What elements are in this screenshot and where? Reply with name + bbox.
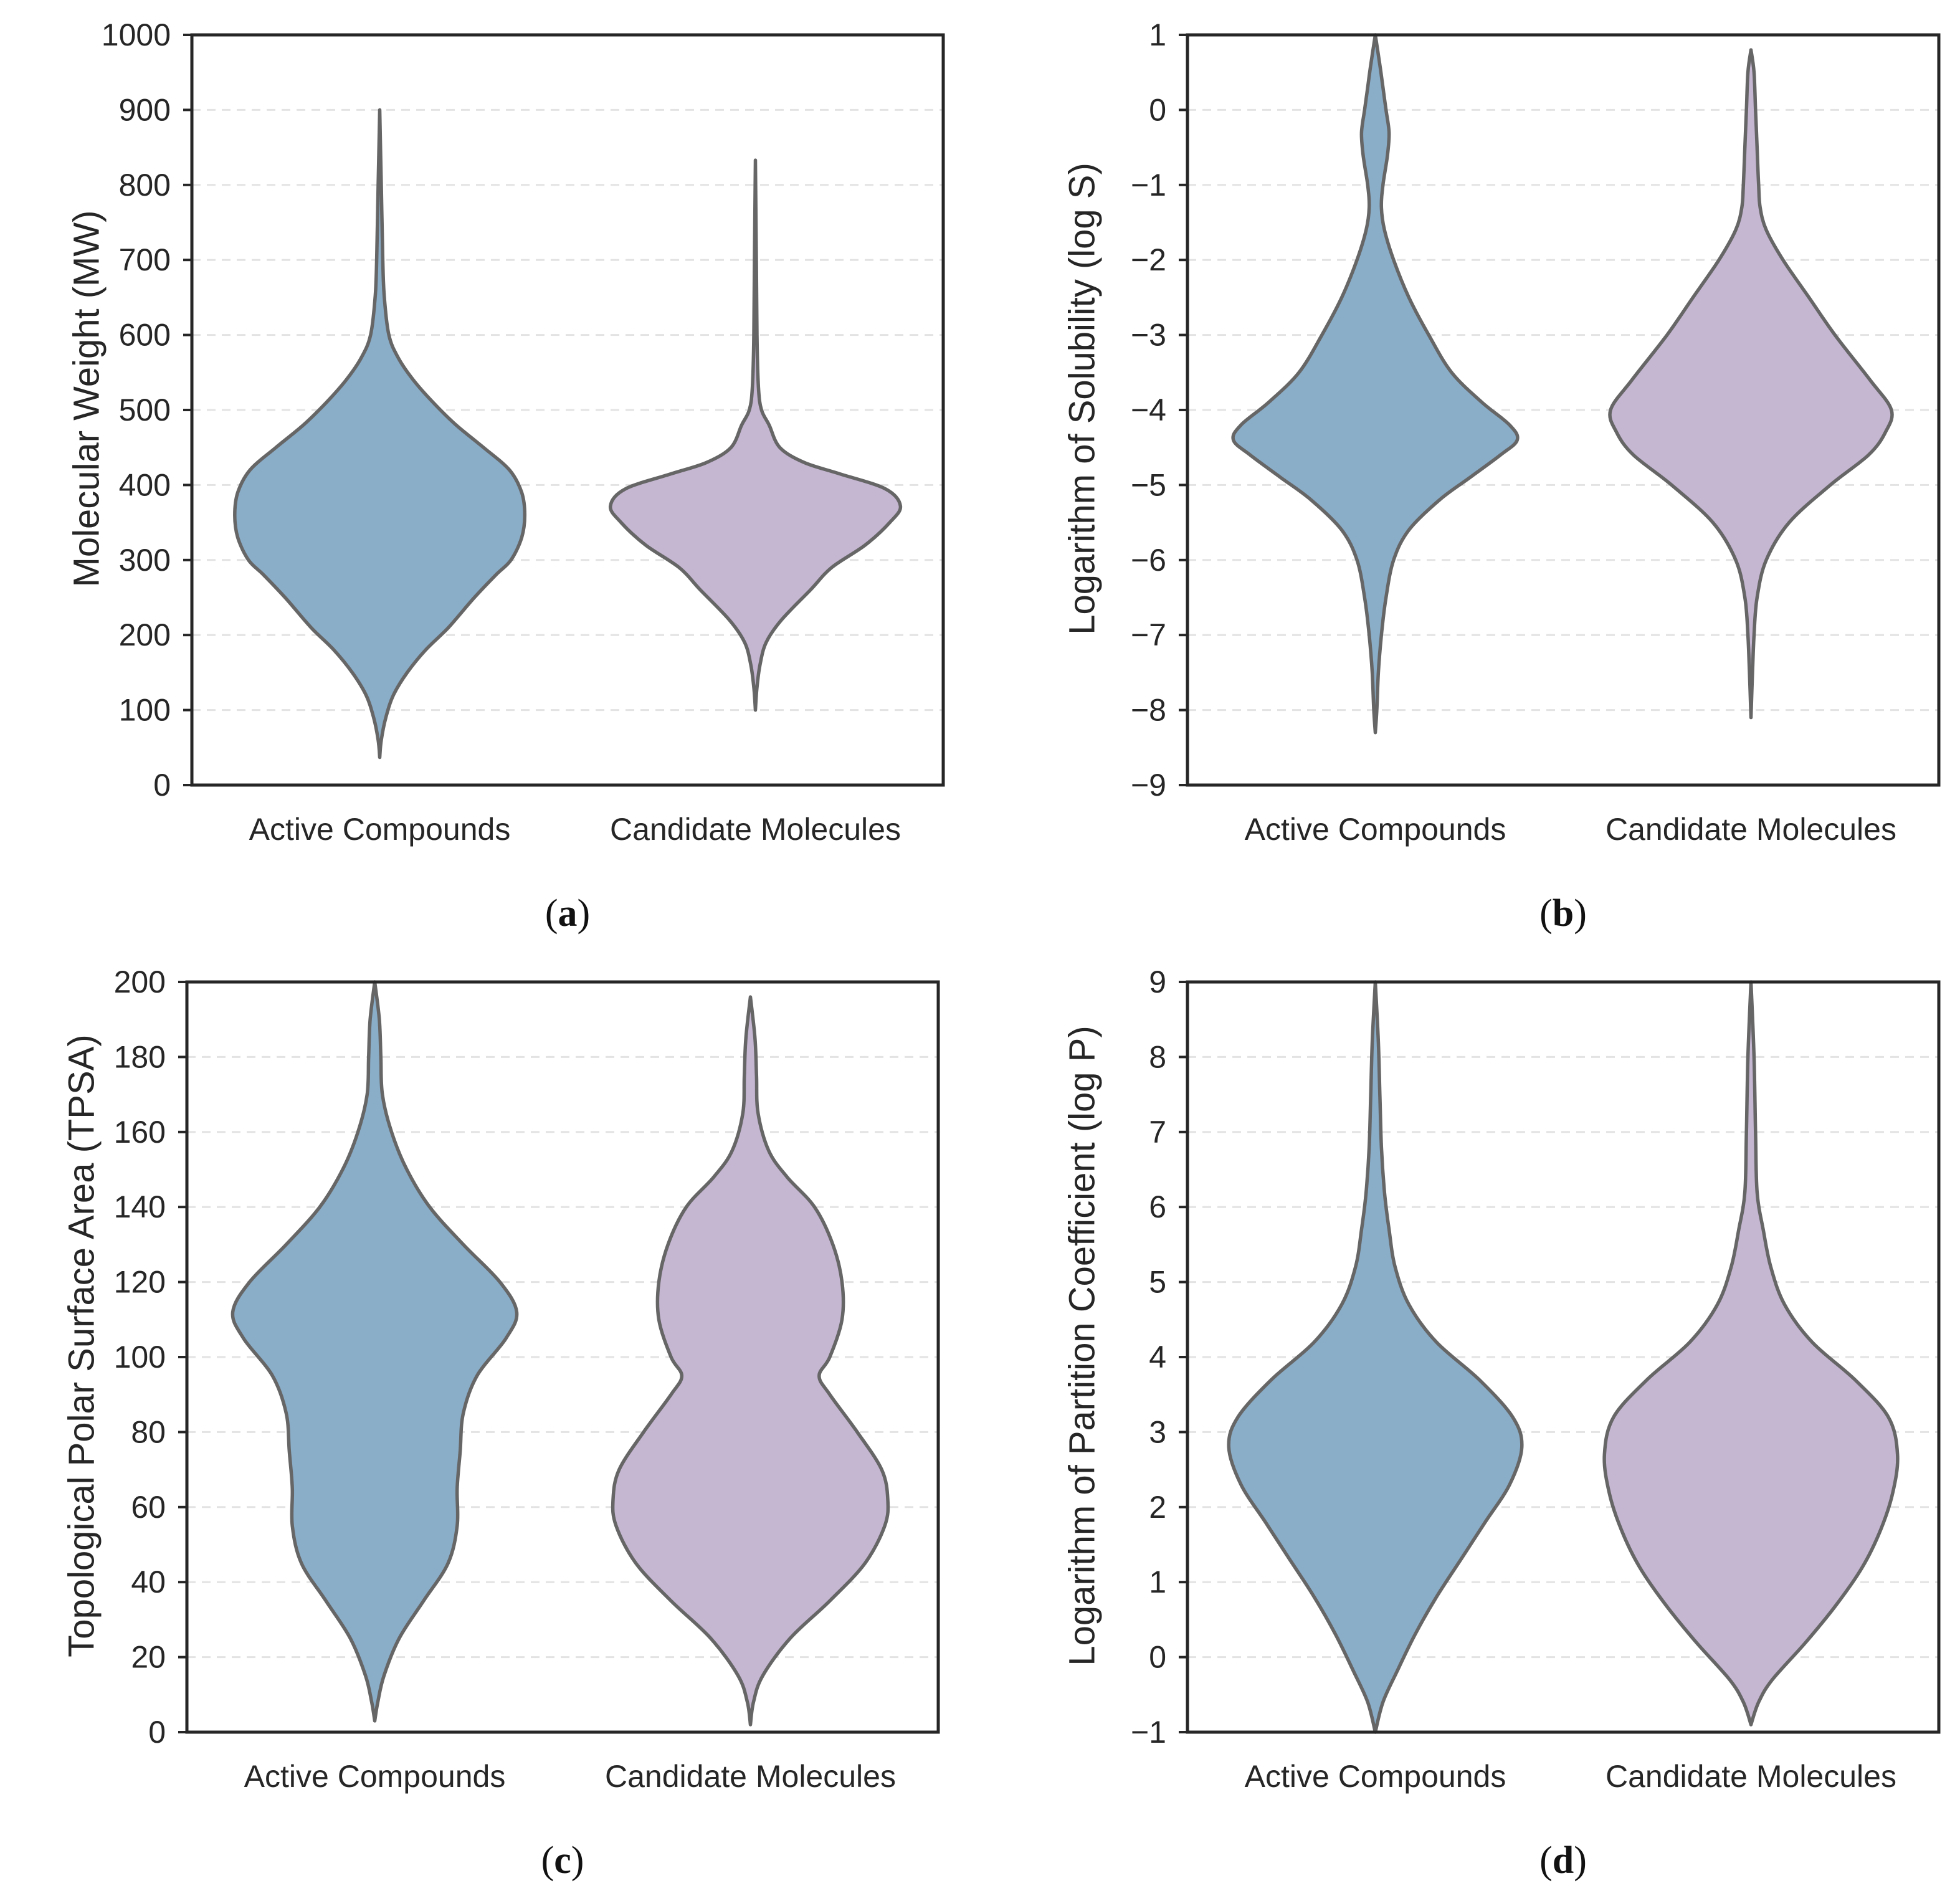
- panel-c-ytick-label: 200: [114, 965, 166, 999]
- panel-a-ytick-label: 700: [119, 242, 171, 277]
- panel-d-letter: d: [1553, 1839, 1574, 1882]
- panel-a-ytick-label: 200: [119, 617, 171, 652]
- panel-b-ytick-label: −5: [1131, 467, 1166, 502]
- panel-d-caption: (d): [1539, 1839, 1587, 1882]
- panel-d-chart: −1 0 1 2 3 4 5 6 7 8 9 Active Compounds Candidate …: [1062, 965, 1941, 1882]
- panel-d-xlabel-candidate: Candidate Molecules: [1606, 1759, 1896, 1794]
- panel-c-ytick-label: 20: [131, 1640, 166, 1675]
- panel-b-xlabel-candidate: Candidate Molecules: [1606, 812, 1896, 847]
- panel-c-ytick-label: 0: [148, 1715, 166, 1750]
- panel-a-ytick-label: 1000: [102, 17, 171, 52]
- panel-c-ytick-label: 180: [114, 1039, 166, 1074]
- panel-b-chart: −9 −8 −7 −6 −5 −4 −3 −2 −1 0 1 Active Compounds Ca…: [1062, 17, 1941, 935]
- panel-d-ytick-label: 9: [1149, 965, 1166, 999]
- panel-b-ytick-label: 1: [1149, 17, 1166, 52]
- panel-b-ytick-label: −6: [1131, 543, 1166, 578]
- panel-b-ytick-label: 0: [1149, 92, 1166, 127]
- panel-b-xlabel-active: Active Compounds: [1245, 812, 1506, 847]
- panel-a-ytick-label: 400: [119, 467, 171, 502]
- panel-a-ytick-label: 600: [119, 318, 171, 353]
- panel-d-ylabel: Logarithm of Partition Coefficient (log …: [1062, 1026, 1102, 1665]
- panel-d-ytick-label: 4: [1149, 1340, 1166, 1375]
- panel-a-ytick-label: 800: [119, 168, 171, 202]
- panel-d-ytick-label: 8: [1149, 1039, 1166, 1074]
- panel-d-ytick-label: 3: [1149, 1414, 1166, 1449]
- panel-a-xlabel-active: Active Compounds: [249, 812, 511, 847]
- panel-d-ytick-label: −1: [1131, 1715, 1166, 1750]
- panel-a-ytick-label: 900: [119, 92, 171, 127]
- panel-a-ytick-label: 500: [119, 393, 171, 427]
- panel-b-ytick-label: −2: [1131, 242, 1166, 277]
- panel-b-ytick-label: −9: [1131, 768, 1166, 803]
- panel-a-ylabel: Molecular Weight (MW): [66, 211, 107, 588]
- panel-d-ytick-label: 5: [1149, 1265, 1166, 1300]
- panel-c-ytick-label: 100: [114, 1340, 166, 1375]
- panel-a-ytick-label: 300: [119, 543, 171, 578]
- panel-d-xlabel-active: Active Compounds: [1245, 1759, 1506, 1794]
- panel-b-ylabel: Logarithm of Solubility (log S): [1062, 163, 1102, 635]
- panel-a-caption: (a): [545, 892, 590, 935]
- panel-c-ytick-label: 80: [131, 1414, 166, 1449]
- panel-c-ytick-label: 160: [114, 1115, 166, 1150]
- panel-d-ytick-label: 0: [1149, 1640, 1166, 1675]
- panel-c-ytick-label: 120: [114, 1265, 166, 1300]
- panel-d-ytick-label: 7: [1149, 1115, 1166, 1150]
- panel-a-chart: 0 100 200 300 400 500 600 700 800 900 1000 Active …: [66, 17, 945, 935]
- panel-d-ytick-label: 2: [1149, 1490, 1166, 1525]
- panel-b-ytick-label: −1: [1131, 168, 1166, 202]
- panel-d-ytick-label: 6: [1149, 1189, 1166, 1224]
- panel-c-ytick-label: 40: [131, 1565, 166, 1599]
- panel-b-ytick-label: −8: [1131, 693, 1166, 728]
- panel-b-ytick-label: −3: [1131, 318, 1166, 353]
- panel-c-caption: (c): [541, 1839, 584, 1882]
- panel-b-violin-candidate: [1608, 48, 1894, 720]
- panel-a-ytick-label: 0: [153, 768, 171, 803]
- panel-a-letter: a: [558, 892, 578, 935]
- panel-c-ytick-label: 140: [114, 1189, 166, 1224]
- panel-c-ytick-label: 60: [131, 1490, 166, 1525]
- panel-a-violin-candidate: [609, 158, 903, 712]
- panel-b-ytick-label: −7: [1131, 617, 1166, 652]
- panel-d-ytick-label: 1: [1149, 1565, 1166, 1599]
- panel-c-ylabel: Topological Polar Surface Area (TPSA): [61, 1034, 102, 1657]
- panel-b-letter: b: [1553, 892, 1574, 935]
- panel-a-ytick-label: 100: [119, 693, 171, 728]
- panel-a-violin-active: [233, 108, 527, 760]
- panel-a-xlabel-candidate: Candidate Molecules: [610, 812, 901, 847]
- panel-c-letter: c: [554, 1839, 571, 1882]
- panel-c-xlabel-active: Active Compounds: [244, 1759, 506, 1794]
- panel-c-xlabel-candidate: Candidate Molecules: [605, 1759, 896, 1794]
- panel-c-violin-candidate: [611, 995, 890, 1727]
- panel-b-caption: (b): [1539, 892, 1587, 935]
- panel-c-chart: 0 20 40 60 80 100 120 140 160 180 200 Active Compo…: [61, 965, 940, 1882]
- panel-b-ytick-label: −4: [1131, 393, 1166, 427]
